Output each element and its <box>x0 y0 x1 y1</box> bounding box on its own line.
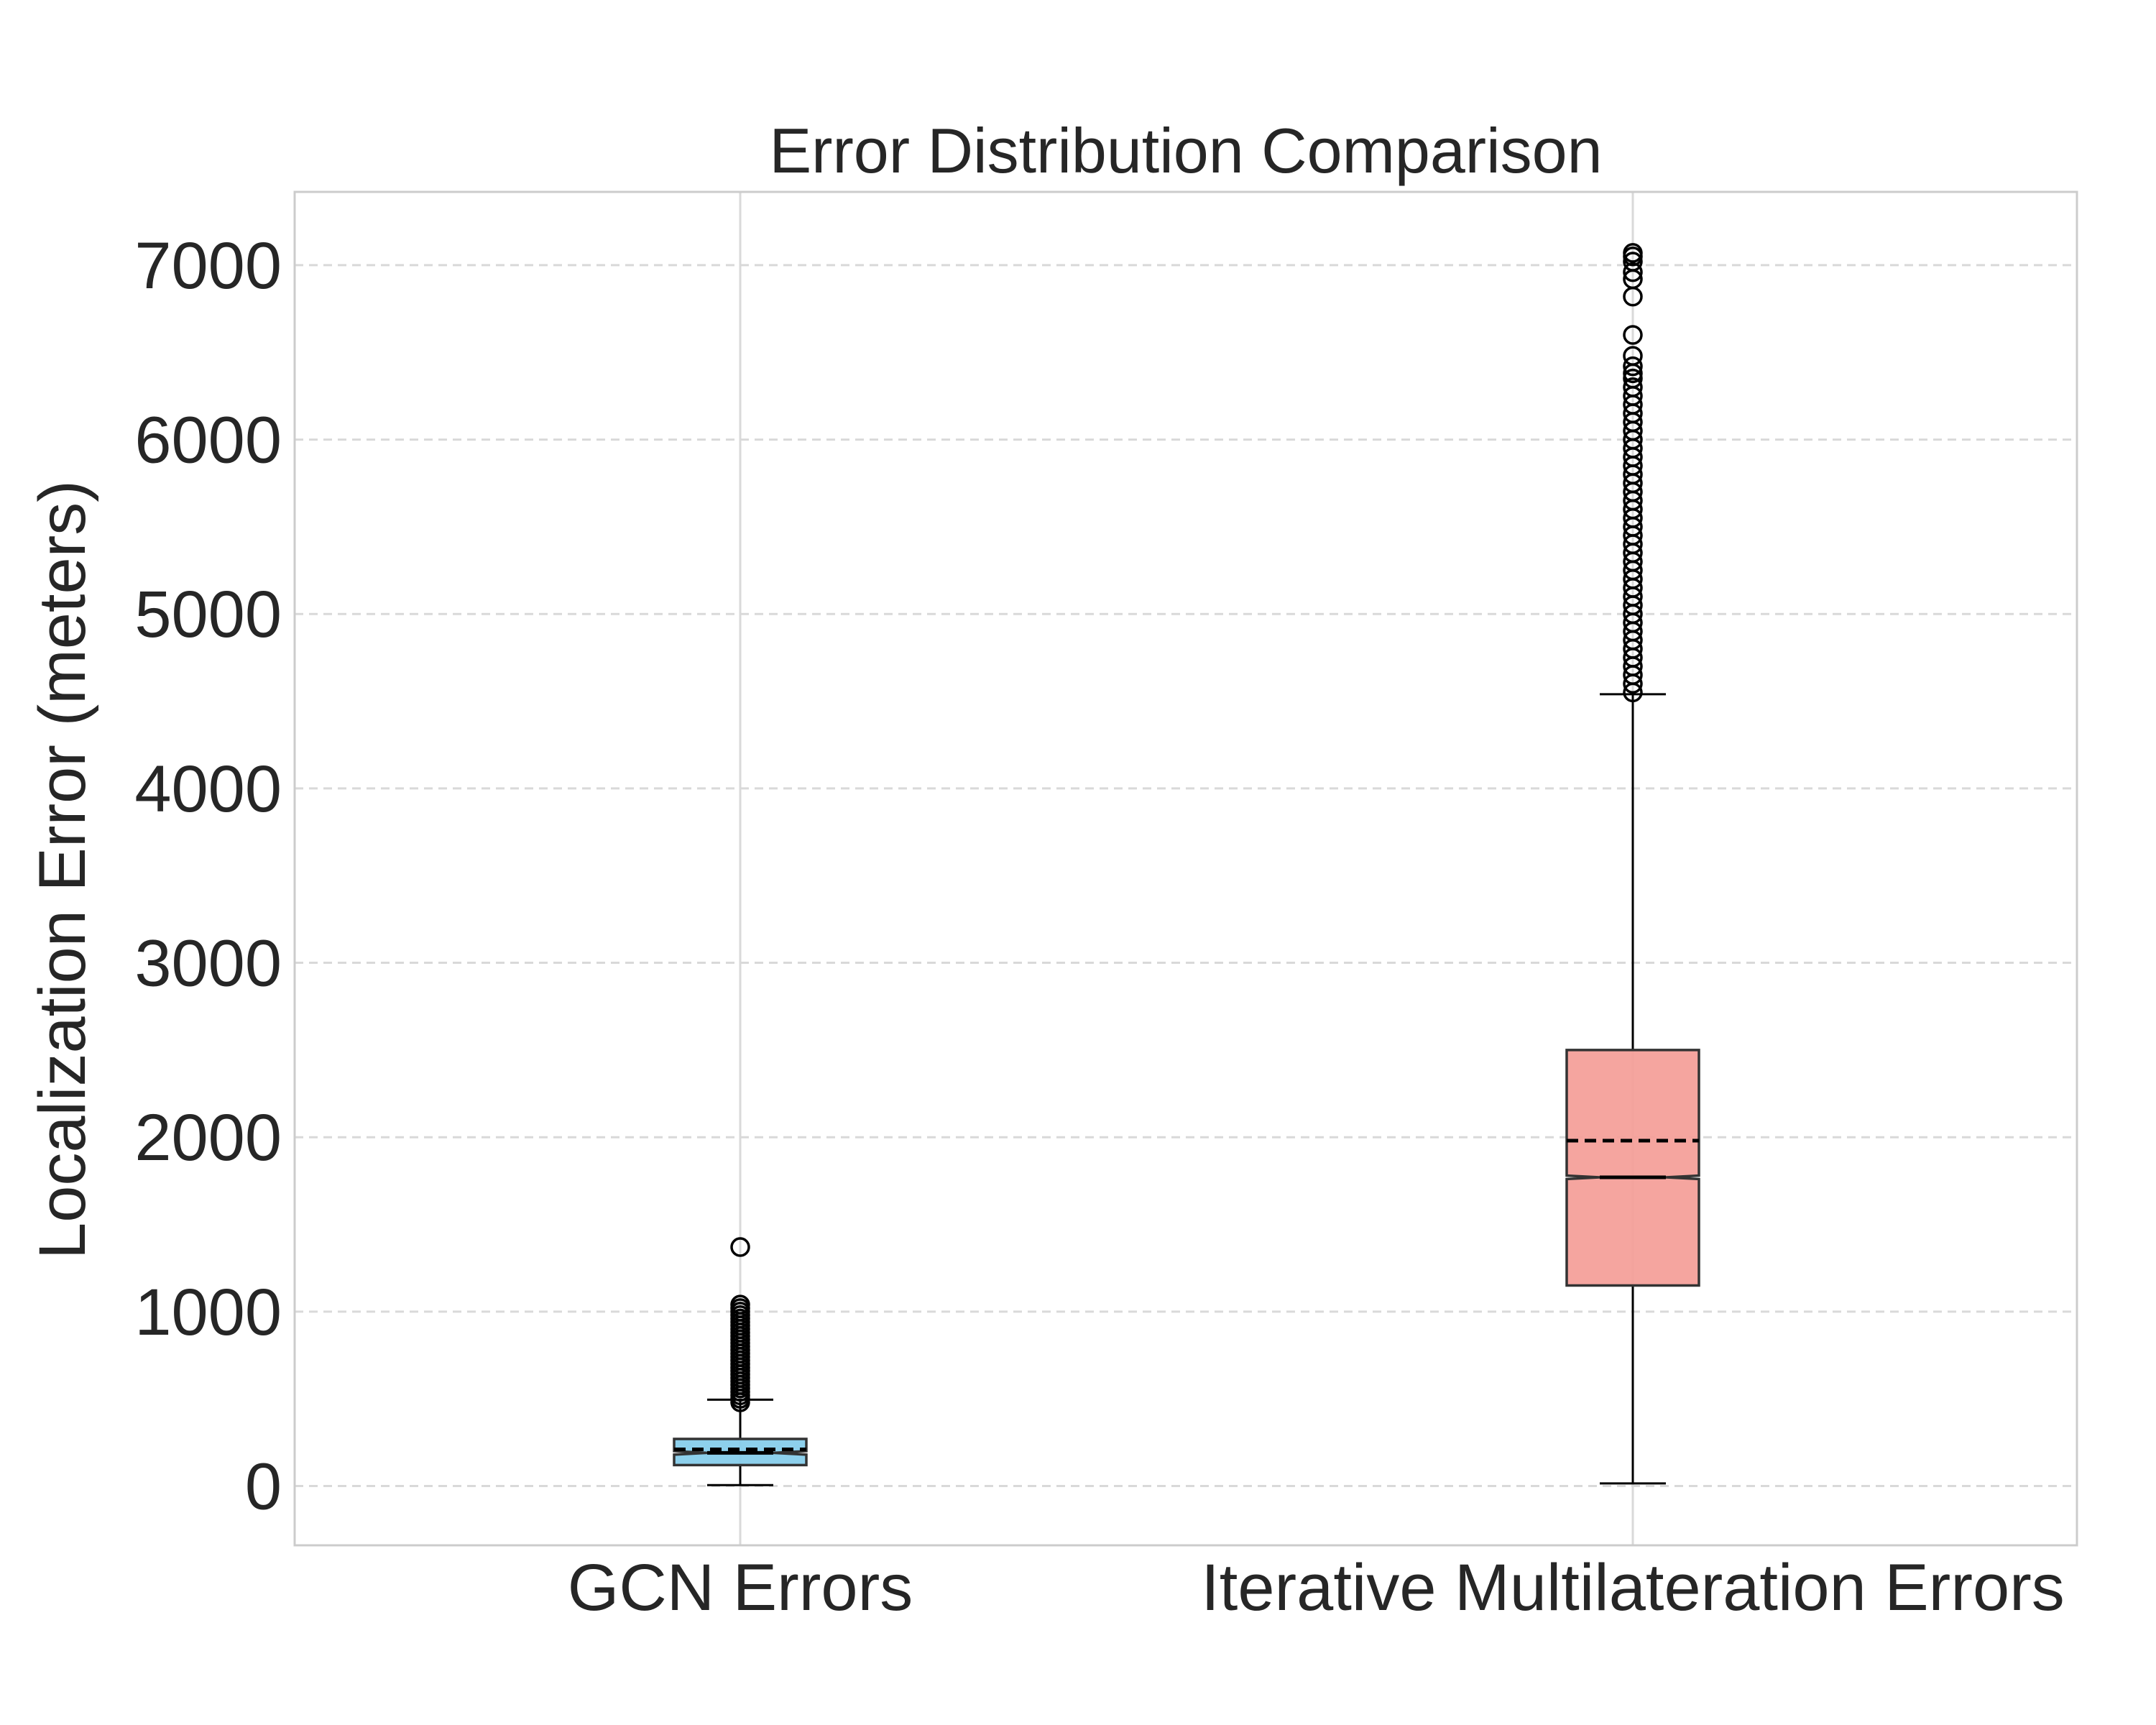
outlier-point <box>1623 243 1643 263</box>
outlier-point <box>730 1294 750 1315</box>
outlier-point <box>1623 368 1643 389</box>
y-tick-label: 4000 <box>134 753 282 826</box>
outlier-point <box>1623 356 1643 377</box>
outlier-layer <box>730 243 1643 1412</box>
y-tick-label: 7000 <box>134 229 282 303</box>
chart-title: Error Distribution Comparison <box>769 115 1602 186</box>
grid-layer <box>295 192 2077 1545</box>
outlier-point <box>1623 252 1643 272</box>
x-tick-labels: GCN Errors Iterative Multilateration Erro… <box>568 1551 2065 1624</box>
y-axis-label: Localization Error (meters) <box>26 480 99 1259</box>
y-tick-label: 2000 <box>134 1101 282 1174</box>
x-tick-label: Iterative Multilateration Errors <box>1201 1551 2065 1624</box>
outlier-point <box>1623 346 1643 366</box>
y-tick-label: 6000 <box>134 404 282 477</box>
y-tick-label: 5000 <box>134 578 282 651</box>
y-tick-labels: 0 1000 2000 3000 4000 5000 6000 7000 <box>134 229 282 1524</box>
y-tick-label: 0 <box>245 1450 282 1523</box>
box-layer <box>673 693 1700 1486</box>
y-tick-label: 3000 <box>134 927 282 1000</box>
outlier-point <box>1623 377 1643 397</box>
outlier-point <box>1623 262 1643 282</box>
x-tick-label: GCN Errors <box>568 1551 913 1624</box>
outlier-point <box>730 1237 750 1257</box>
box-body <box>1565 1049 1700 1287</box>
outlier-point <box>1623 325 1643 345</box>
plot-frame <box>293 190 2078 1547</box>
y-tick-label: 1000 <box>134 1276 282 1349</box>
